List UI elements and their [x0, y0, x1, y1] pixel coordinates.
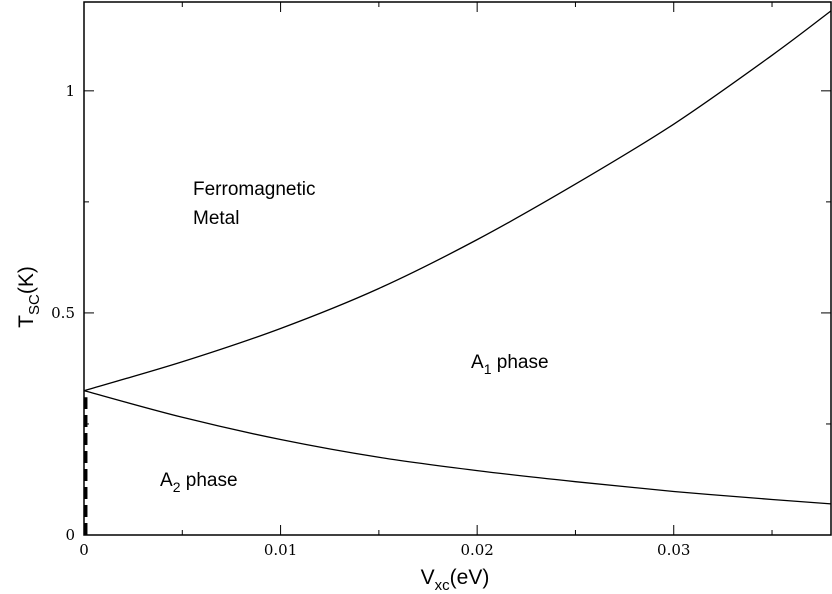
x-tick-label: 0 [79, 541, 89, 559]
y-tick-label: 0 [65, 526, 75, 544]
x-axis-label: Vxc(eV) [421, 566, 490, 594]
y-axis-label: TSC(K) [15, 266, 43, 328]
x-tick-label: 0.02 [460, 541, 493, 559]
axis-ticks: 0 0.01 0.02 0.03 0 0.5 1 [51, 2, 831, 559]
a2-lower-boundary-curve [83, 390, 832, 505]
annotation-a1-phase: A1 phase [471, 352, 549, 377]
annotation-a2-phase: A2 phase [160, 470, 238, 495]
y-tick-label: 1 [65, 82, 75, 100]
x-tick-label: 0.03 [657, 541, 690, 559]
annotation-ferromagnetic-metal: Ferromagnetic Metal [193, 179, 321, 229]
x-tick-label: 0.01 [264, 541, 297, 559]
series-layer [83, 10, 832, 535]
plot-area-frame [83, 1, 832, 536]
a1-upper-boundary-curve [83, 10, 832, 392]
y-tick-label: 0.5 [51, 304, 75, 322]
